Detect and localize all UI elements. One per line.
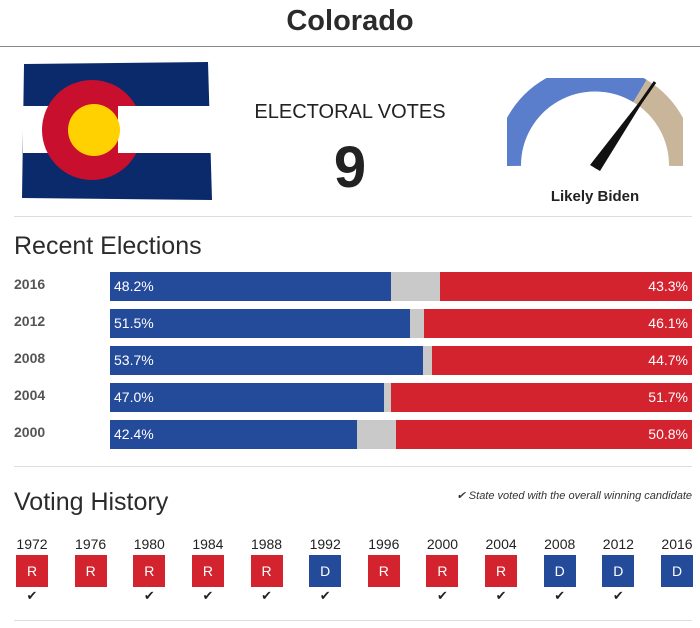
check-icon: ✔	[495, 588, 507, 603]
election-year: 2000	[14, 424, 46, 440]
party-badge: D	[543, 555, 576, 587]
check-icon: ✔	[612, 588, 624, 603]
check-icon: ✔	[143, 588, 155, 603]
other-share-bar	[409, 309, 424, 338]
electoral-votes-count: 9	[333, 135, 367, 200]
history-year: 1984	[192, 536, 224, 552]
history-year: 2008	[544, 536, 576, 552]
check-icon: ✔	[437, 588, 448, 603]
dem-share-bar: 42.4%	[110, 420, 357, 449]
history-year: 1988	[250, 536, 283, 552]
check-icon: ✔	[554, 588, 566, 603]
winner-note: ✔ State voted with the overall winning c…	[457, 489, 692, 502]
history-item: 1988 R ✔	[247, 536, 287, 605]
rep-share-bar: 46.1%	[423, 309, 692, 338]
history-year: 1996	[368, 536, 400, 552]
history-item: 2012 D ✔	[598, 536, 638, 605]
history-year: 1992	[309, 536, 341, 552]
dem-share-bar: 53.7%	[110, 346, 423, 375]
section-divider	[14, 620, 692, 621]
history-item: 2016 D	[657, 536, 697, 605]
history-item: 2000 R ✔	[422, 536, 462, 605]
history-year: 1972	[16, 536, 48, 552]
check-icon: ✔	[261, 588, 272, 603]
electoral-votes-label: ELECTORAL VOTES	[254, 101, 446, 123]
rep-share-bar: 50.8%	[396, 420, 692, 449]
election-result-bar: 53.7% 44.7%	[110, 346, 692, 375]
section-divider	[14, 466, 692, 467]
election-year: 2016	[14, 276, 46, 292]
history-item: 2008 D ✔	[540, 536, 580, 605]
party-badge: R	[16, 555, 48, 587]
section-divider	[14, 216, 692, 217]
check-icon	[364, 587, 404, 605]
history-item: 1976 R	[71, 536, 111, 605]
party-badge: R	[485, 555, 518, 587]
check-icon: ✔	[456, 490, 466, 502]
history-year: 1976	[75, 536, 107, 552]
check-icon	[657, 587, 697, 605]
title-divider	[0, 46, 700, 47]
party-badge: R	[133, 555, 166, 587]
party-badge: D	[309, 555, 342, 587]
history-item: 2004 R ✔	[481, 536, 521, 605]
election-result-bar: 42.4% 50.8%	[110, 420, 692, 449]
other-share-bar	[356, 420, 397, 449]
history-item: 1984 R ✔	[188, 536, 228, 605]
party-badge: R	[426, 555, 459, 587]
history-item: 1972 R ✔	[12, 536, 52, 605]
history-year: 2004	[485, 536, 517, 552]
rep-share-bar: 44.7%	[431, 346, 692, 375]
party-badge: D	[602, 555, 635, 587]
history-item: 1980 R ✔	[129, 536, 169, 605]
other-share-bar	[383, 383, 392, 412]
history-item: 1996 R	[364, 536, 404, 605]
forecast-gauge	[507, 78, 683, 171]
party-badge: R	[367, 555, 400, 587]
colorado-flag-icon	[22, 62, 212, 200]
other-share-bar	[390, 272, 440, 301]
check-icon: ✔	[319, 588, 331, 603]
election-result-bar: 47.0% 51.7%	[110, 383, 692, 412]
party-badge: R	[191, 555, 224, 587]
election-year: 2008	[14, 350, 46, 366]
history-year: 2012	[602, 536, 634, 552]
history-year: 2000	[426, 536, 459, 552]
voting-history-title: Voting History	[14, 488, 169, 516]
history-year: 2016	[661, 536, 693, 552]
election-year: 2004	[14, 387, 46, 403]
state-title: Colorado	[286, 5, 414, 37]
rep-share-bar: 51.7%	[391, 383, 692, 412]
dem-share-bar: 47.0%	[110, 383, 384, 412]
check-icon	[71, 587, 111, 605]
history-item: 1992 D ✔	[305, 536, 345, 605]
dem-share-bar: 48.2%	[110, 272, 391, 301]
history-year: 1980	[133, 536, 165, 552]
dem-share-bar: 51.5%	[110, 309, 410, 338]
election-result-bar: 51.5% 46.1%	[110, 309, 692, 338]
rep-share-bar: 43.3%	[439, 272, 692, 301]
election-year: 2012	[14, 313, 46, 329]
election-result-bar: 48.2% 43.3%	[110, 272, 692, 301]
party-badge: R	[74, 555, 107, 587]
party-badge: R	[250, 555, 283, 587]
other-share-bar	[422, 346, 432, 375]
forecast-label: Likely Biden	[550, 188, 640, 205]
party-badge: D	[661, 555, 693, 587]
recent-elections-title: Recent Elections	[14, 232, 202, 260]
winner-note-text: State voted with the overall winning can…	[468, 490, 692, 502]
check-icon: ✔	[202, 588, 214, 603]
check-icon: ✔	[26, 588, 38, 603]
